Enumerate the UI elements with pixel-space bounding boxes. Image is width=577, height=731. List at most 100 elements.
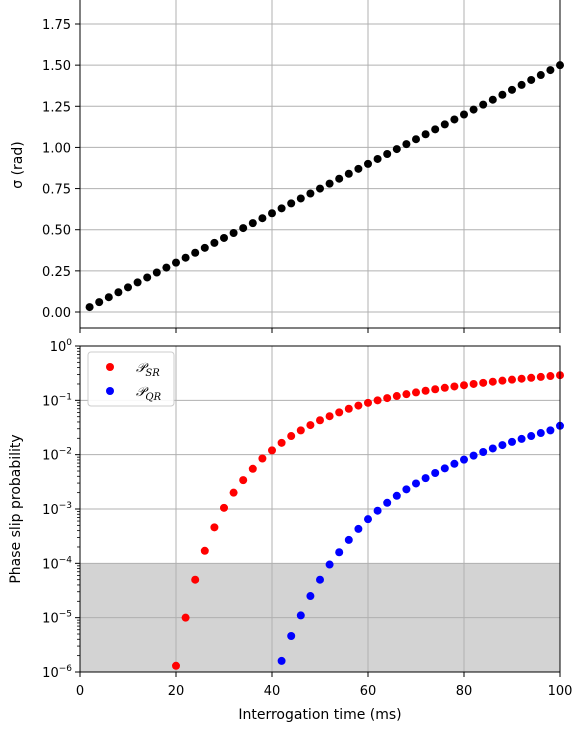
qr-data-point xyxy=(440,464,449,473)
bottom-x-tick-label: 100 xyxy=(548,684,573,699)
top-data-point xyxy=(162,263,171,272)
sr-data-point xyxy=(488,377,497,386)
qr-data-point xyxy=(546,426,555,435)
bottom-x-tick-label: 0 xyxy=(76,684,84,699)
qr-data-point xyxy=(344,535,353,544)
sr-data-point xyxy=(517,374,526,383)
qr-data-point xyxy=(373,506,382,515)
sr-data-point xyxy=(277,438,286,447)
qr-data-point xyxy=(277,656,286,665)
qr-data-point xyxy=(383,498,392,507)
sr-data-point xyxy=(354,401,363,410)
top-data-point xyxy=(316,184,324,193)
sr-data-point xyxy=(191,575,200,584)
sr-data-point xyxy=(412,388,420,397)
top-data-point xyxy=(354,164,363,173)
legend-marker xyxy=(106,387,114,395)
top-data-point xyxy=(104,293,113,302)
sr-data-point xyxy=(229,488,238,497)
top-data-point xyxy=(258,214,267,223)
top-data-point xyxy=(335,174,344,183)
qr-data-point xyxy=(469,451,478,460)
sr-data-point xyxy=(200,546,209,555)
sr-data-point xyxy=(402,390,411,399)
top-data-point xyxy=(392,145,401,154)
top-data-point xyxy=(220,233,228,242)
qr-data-point xyxy=(392,491,401,500)
sr-data-point xyxy=(460,381,468,390)
sr-data-point xyxy=(258,454,267,463)
sr-data-point xyxy=(450,382,459,391)
qr-data-point xyxy=(364,515,372,524)
x-axis-label: Interrogation time (ms) xyxy=(238,707,401,723)
legend-marker xyxy=(106,363,114,371)
qr-data-point xyxy=(536,429,545,438)
qr-data-point xyxy=(460,455,468,464)
top-data-point xyxy=(229,229,238,238)
top-y-tick-label: 0.00 xyxy=(42,306,71,321)
qr-data-point xyxy=(450,459,459,468)
qr-data-point xyxy=(488,444,497,453)
top-y-tick-label: 0.75 xyxy=(42,183,71,198)
top-panel: 0.00 0.25 0.50 0.75 1.00 1.25 1.50 1.75 xyxy=(42,0,564,333)
bottom-x-tick-label: 80 xyxy=(456,684,473,699)
top-data-point xyxy=(172,258,180,267)
top-data-point xyxy=(143,273,152,282)
sr-data-point xyxy=(527,373,536,382)
top-data-point xyxy=(488,95,497,104)
bottom-y-tick-label: 10−6 xyxy=(42,664,72,681)
bottom-y-tick-label: 10−2 xyxy=(42,447,72,464)
qr-data-point xyxy=(479,447,488,456)
top-data-point xyxy=(344,169,353,178)
bottom-y-tick-label: 100 xyxy=(50,338,73,355)
top-data-point xyxy=(498,90,507,99)
bottom-x-tick-label: 40 xyxy=(264,684,281,699)
top-y-tick-label: 1.25 xyxy=(42,100,71,115)
top-data-point xyxy=(277,204,286,213)
sr-data-point xyxy=(392,392,401,401)
top-data-point xyxy=(85,303,94,312)
top-data-point xyxy=(431,125,440,134)
sr-data-point xyxy=(421,386,430,395)
top-data-point xyxy=(364,159,372,168)
bottom-y-tick-label: 10−4 xyxy=(42,555,72,572)
sr-data-point xyxy=(268,446,276,455)
qr-data-point xyxy=(527,432,536,441)
top-data-point xyxy=(287,199,296,208)
top-data-point xyxy=(114,288,123,297)
bottom-y-axis-label: Phase slip probability xyxy=(8,434,24,583)
top-data-point xyxy=(152,268,161,277)
sr-data-point xyxy=(383,394,392,403)
top-data-point xyxy=(200,243,209,252)
top-data-point xyxy=(527,75,536,84)
qr-data-point xyxy=(354,524,363,533)
qr-data-point xyxy=(296,611,305,620)
sr-data-point xyxy=(287,432,296,441)
sr-data-point xyxy=(181,613,190,622)
top-data-point xyxy=(383,150,392,159)
top-data-point xyxy=(421,130,430,139)
top-y-tick-label: 0.50 xyxy=(42,224,71,239)
qr-data-point xyxy=(325,560,334,569)
bottom-y-tick-label: 10−5 xyxy=(42,610,72,627)
qr-data-point xyxy=(287,631,296,640)
bottom-y-tick-label: 10−3 xyxy=(42,501,72,518)
top-data-point xyxy=(248,219,257,228)
qr-data-point xyxy=(335,548,344,557)
qr-data-point xyxy=(498,441,507,450)
top-data-point xyxy=(133,278,142,287)
top-y-tick-label: 0.25 xyxy=(42,265,71,280)
sr-data-point xyxy=(469,379,478,388)
top-data-point xyxy=(536,71,545,80)
sr-data-point xyxy=(344,404,353,413)
sr-data-point xyxy=(440,383,449,392)
bottom-y-tick-label: 10−1 xyxy=(42,392,72,409)
qr-data-point xyxy=(306,592,315,601)
top-data-point xyxy=(210,238,219,247)
sr-data-point xyxy=(220,503,228,512)
top-data-point xyxy=(460,110,468,119)
top-y-axis-label: σ (rad) xyxy=(10,141,26,188)
top-data-point xyxy=(95,298,104,307)
